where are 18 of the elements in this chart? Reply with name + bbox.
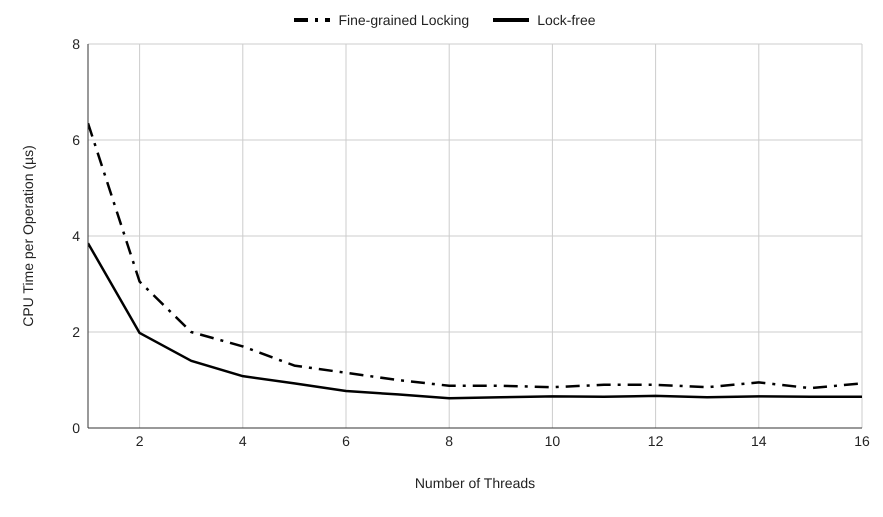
x-tick-label: 8 — [445, 432, 454, 449]
y-tick-label: 0 — [72, 420, 80, 436]
legend-label: Fine-grained Locking — [337, 12, 470, 28]
x-tick-label: 2 — [136, 432, 144, 449]
x-tick-label: 14 — [751, 432, 767, 449]
x-tick-label: 6 — [342, 432, 350, 449]
y-tick-label: 6 — [72, 132, 80, 148]
x-tick-label: 12 — [648, 432, 664, 449]
legend-label: Lock-free — [536, 12, 596, 28]
x-axis-title: Number of Threads — [414, 475, 536, 491]
x-tick-label: 10 — [544, 432, 560, 449]
y-axis-title: CPU Time per Operation (µs) — [20, 145, 36, 327]
x-tick-label: 4 — [238, 432, 247, 449]
y-tick-label: 4 — [72, 228, 80, 244]
y-tick-label: 2 — [72, 324, 80, 340]
line-series — [88, 242, 862, 400]
x-tick-label: 16 — [854, 432, 870, 449]
y-tick-label: 8 — [72, 36, 80, 52]
